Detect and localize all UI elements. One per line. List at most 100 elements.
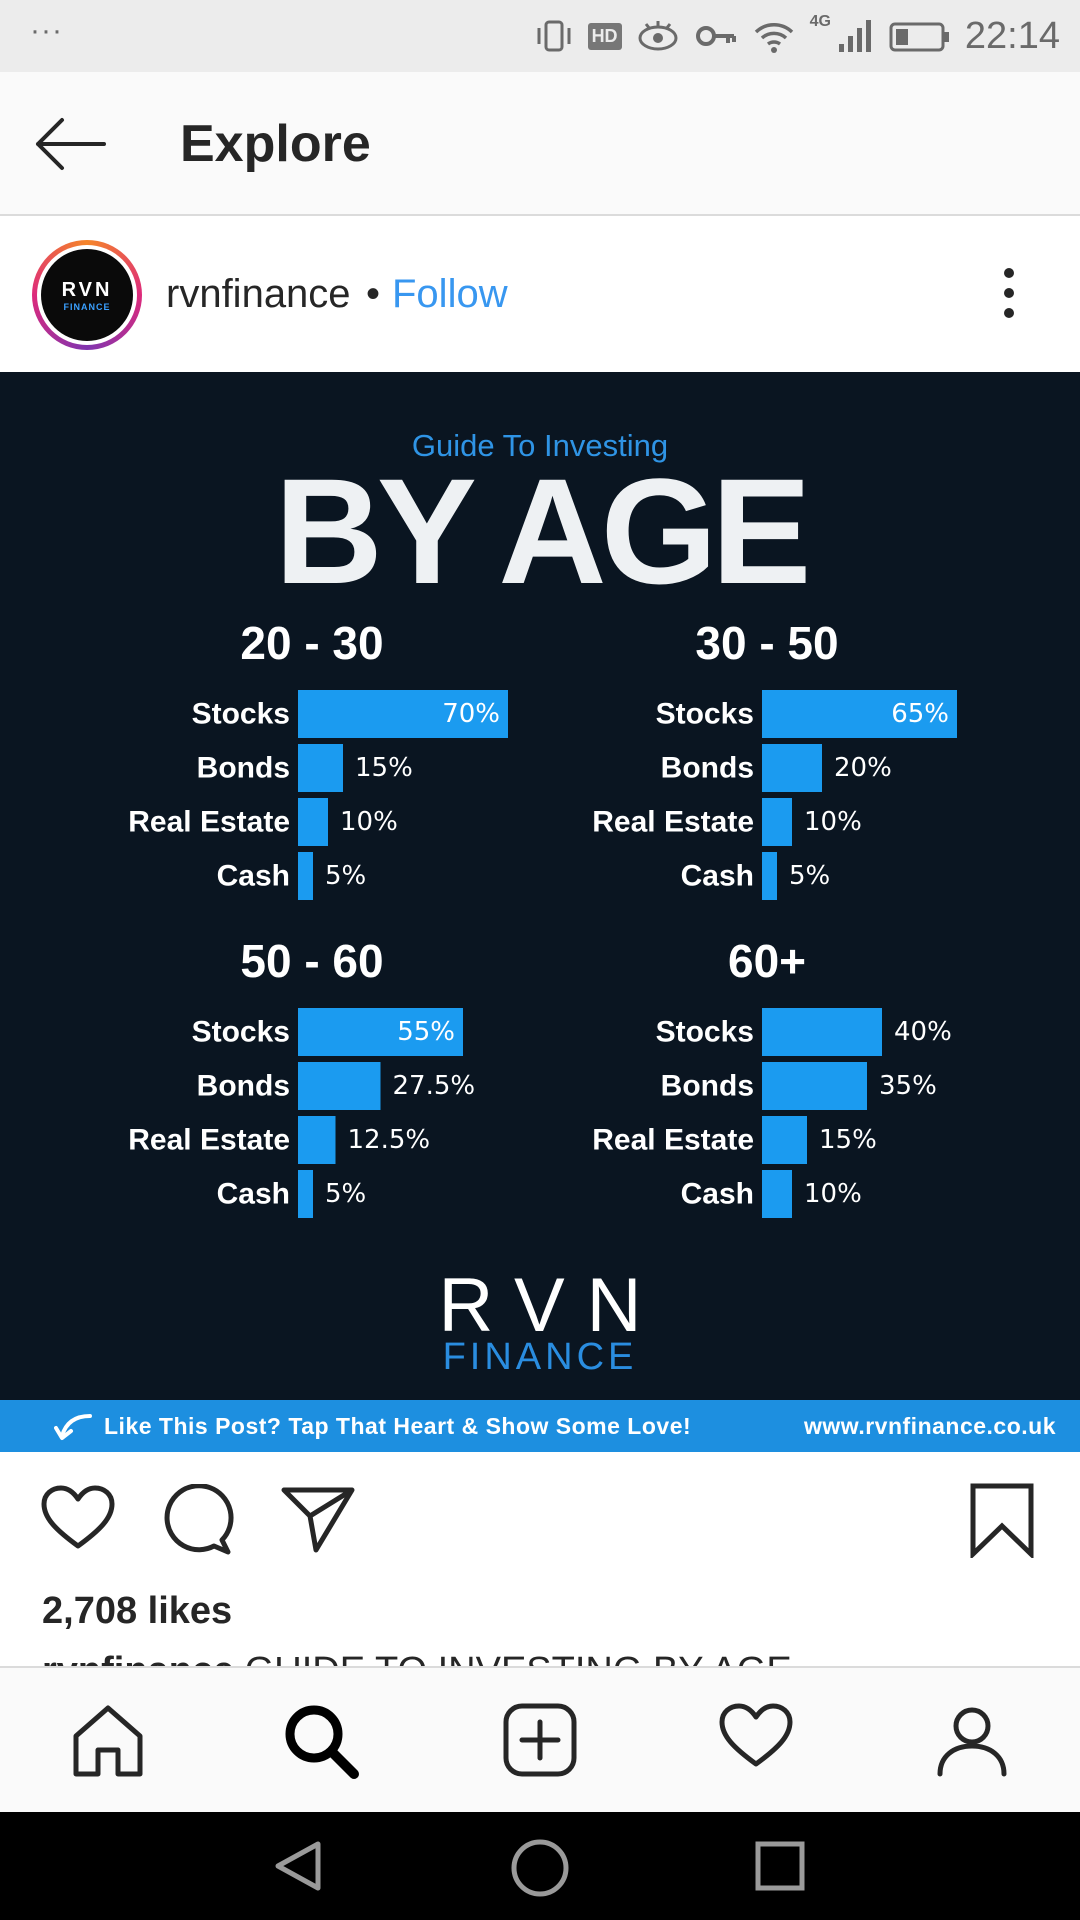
promo-banner: Like This Post? Tap That Heart & Show So…: [0, 1400, 1080, 1452]
caption-username[interactable]: rvnfinance: [42, 1652, 234, 1666]
category-label: Cash: [217, 860, 290, 893]
value-label: 70%: [442, 699, 500, 729]
wifi-icon: [754, 23, 793, 53]
category-label: Cash: [681, 860, 754, 893]
allocation-bar: [762, 1170, 792, 1218]
nav-search[interactable]: [282, 1702, 362, 1787]
back-button[interactable]: [30, 112, 110, 176]
nav-profile[interactable]: [934, 1702, 1010, 1783]
allocation-chart-50-60: Stocks 55% Bonds 27.5% Real Estate 12.5% Cash 5…: [100, 1008, 520, 1240]
post-image[interactable]: Guide To Investing BY AGE 20 - 30 30 - 5…: [0, 372, 1080, 1452]
avatar[interactable]: RVN FINANCE: [32, 240, 142, 350]
chart-title-60-plus: 60+: [727, 935, 807, 987]
value-label: 12.5%: [348, 1125, 431, 1155]
chart-title-20-30: 20 - 30: [240, 617, 384, 669]
allocation-chart-30-50: Stocks 65% Bonds 20% Real Estate 10% Cash 5%: [564, 690, 984, 922]
allocation-bar: [298, 1062, 381, 1110]
category-label: Stocks: [656, 698, 754, 731]
eye-icon: [638, 21, 678, 51]
allocation-bar: [298, 1170, 313, 1218]
allocation-chart-svg: Stocks 55% Bonds 27.5% Real Estate 12.5% Cash 5…: [128, 1008, 476, 1218]
likes-count[interactable]: 2,708 likes: [42, 1590, 233, 1632]
post-username[interactable]: rvnfinance: [166, 272, 351, 316]
allocation-chart-20-30: Stocks 70% Bonds 15% Real Estate 10% Cash 5%: [100, 690, 520, 922]
curved-arrow-icon: [54, 1414, 92, 1440]
post-caption: rvnfinance GUIDE TO INVESTING BY AGE: [42, 1652, 1042, 1666]
promo-text: Like This Post? Tap That Heart & Show So…: [104, 1413, 692, 1439]
circle-home-icon: [511, 1839, 569, 1897]
avatar-logo-text: RVN: [61, 278, 113, 301]
home-icon: [73, 1705, 143, 1777]
heart-icon: [719, 1703, 793, 1767]
allocation-bar: [762, 690, 957, 738]
network-type: 4G: [809, 13, 831, 30]
allocation-bar: [762, 798, 792, 846]
caption-text: GUIDE TO INVESTING BY AGE: [245, 1652, 792, 1666]
allocation-bar: [298, 690, 508, 738]
system-recents-button[interactable]: [752, 1838, 808, 1899]
follow-button[interactable]: Follow: [392, 272, 508, 316]
infographic-subtitle: Guide To Investing: [411, 428, 669, 463]
bookmark-icon: [970, 1483, 1034, 1560]
system-navigation-bar: [0, 1812, 1080, 1920]
allocation-bar: [298, 1116, 336, 1164]
system-home-button[interactable]: [510, 1838, 570, 1903]
value-label: 35%: [879, 1071, 937, 1101]
clock: 22:14: [964, 14, 1060, 57]
comment-button[interactable]: [162, 1483, 234, 1561]
category-label: Stocks: [192, 1016, 290, 1049]
bottom-navigation: [0, 1666, 1080, 1812]
arrow-left-icon: [36, 118, 106, 170]
brand-logo-text: RVN: [438, 1263, 664, 1348]
separator-dot: •: [366, 272, 381, 316]
value-label: 10%: [340, 807, 398, 837]
comment-icon: [164, 1483, 234, 1555]
nav-add-post[interactable]: [502, 1702, 578, 1783]
category-label: Stocks: [656, 1016, 754, 1049]
value-label: 5%: [325, 1179, 366, 1209]
post-header: RVN FINANCE rvnfinance • Follow: [0, 218, 1080, 372]
category-label: Cash: [217, 1178, 290, 1211]
category-label: Stocks: [192, 698, 290, 731]
more-options-button[interactable]: [990, 268, 1028, 328]
category-label: Real Estate: [592, 806, 754, 839]
avatar-logo: RVN FINANCE: [41, 249, 133, 341]
triangle-back-icon: [275, 1841, 321, 1891]
allocation-bar: [298, 1008, 463, 1056]
value-label: 5%: [789, 861, 830, 891]
send-icon: [281, 1487, 355, 1553]
allocation-chart-60-plus: Stocks 40% Bonds 35% Real Estate 15% Cash 10%: [564, 1008, 984, 1240]
allocation-chart-svg: Stocks 40% Bonds 35% Real Estate 15% Cash 10%: [592, 1008, 952, 1218]
vibrate-icon: [537, 20, 571, 52]
like-button[interactable]: [40, 1484, 116, 1557]
share-button[interactable]: [280, 1484, 356, 1561]
allocation-chart-svg: Stocks 65% Bonds 20% Real Estate 10% Cash 5%: [592, 690, 957, 900]
value-label: 65%: [891, 699, 949, 729]
category-label: Bonds: [197, 1070, 290, 1103]
value-label: 5%: [325, 861, 366, 891]
allocation-bar: [762, 744, 822, 792]
signal-icon: [838, 20, 871, 52]
square-recents-icon: [755, 1841, 805, 1891]
heart-icon: [41, 1485, 115, 1549]
category-label: Bonds: [197, 752, 290, 785]
infographic-title: BY AGE: [274, 447, 812, 615]
save-button[interactable]: [968, 1482, 1036, 1563]
profile-icon: [937, 1707, 1007, 1777]
category-label: Real Estate: [128, 806, 290, 839]
value-label: 15%: [819, 1125, 877, 1155]
value-label: 10%: [804, 1179, 862, 1209]
allocation-bar: [762, 1116, 807, 1164]
post-actions: [0, 1452, 1080, 1582]
value-label: 15%: [355, 753, 413, 783]
notification-dots: ···: [30, 14, 63, 47]
value-label: 27.5%: [393, 1071, 476, 1101]
allocation-bar: [298, 852, 313, 900]
chart-title-30-50: 30 - 50: [695, 617, 839, 669]
hd-badge: HD: [587, 22, 622, 50]
promo-url: www.rvnfinance.co.uk: [804, 1413, 1056, 1439]
system-back-button[interactable]: [270, 1838, 326, 1899]
nav-home[interactable]: [70, 1702, 146, 1783]
nav-activity[interactable]: [718, 1702, 794, 1775]
status-icons: HD 4G 22:14: [534, 10, 1060, 62]
